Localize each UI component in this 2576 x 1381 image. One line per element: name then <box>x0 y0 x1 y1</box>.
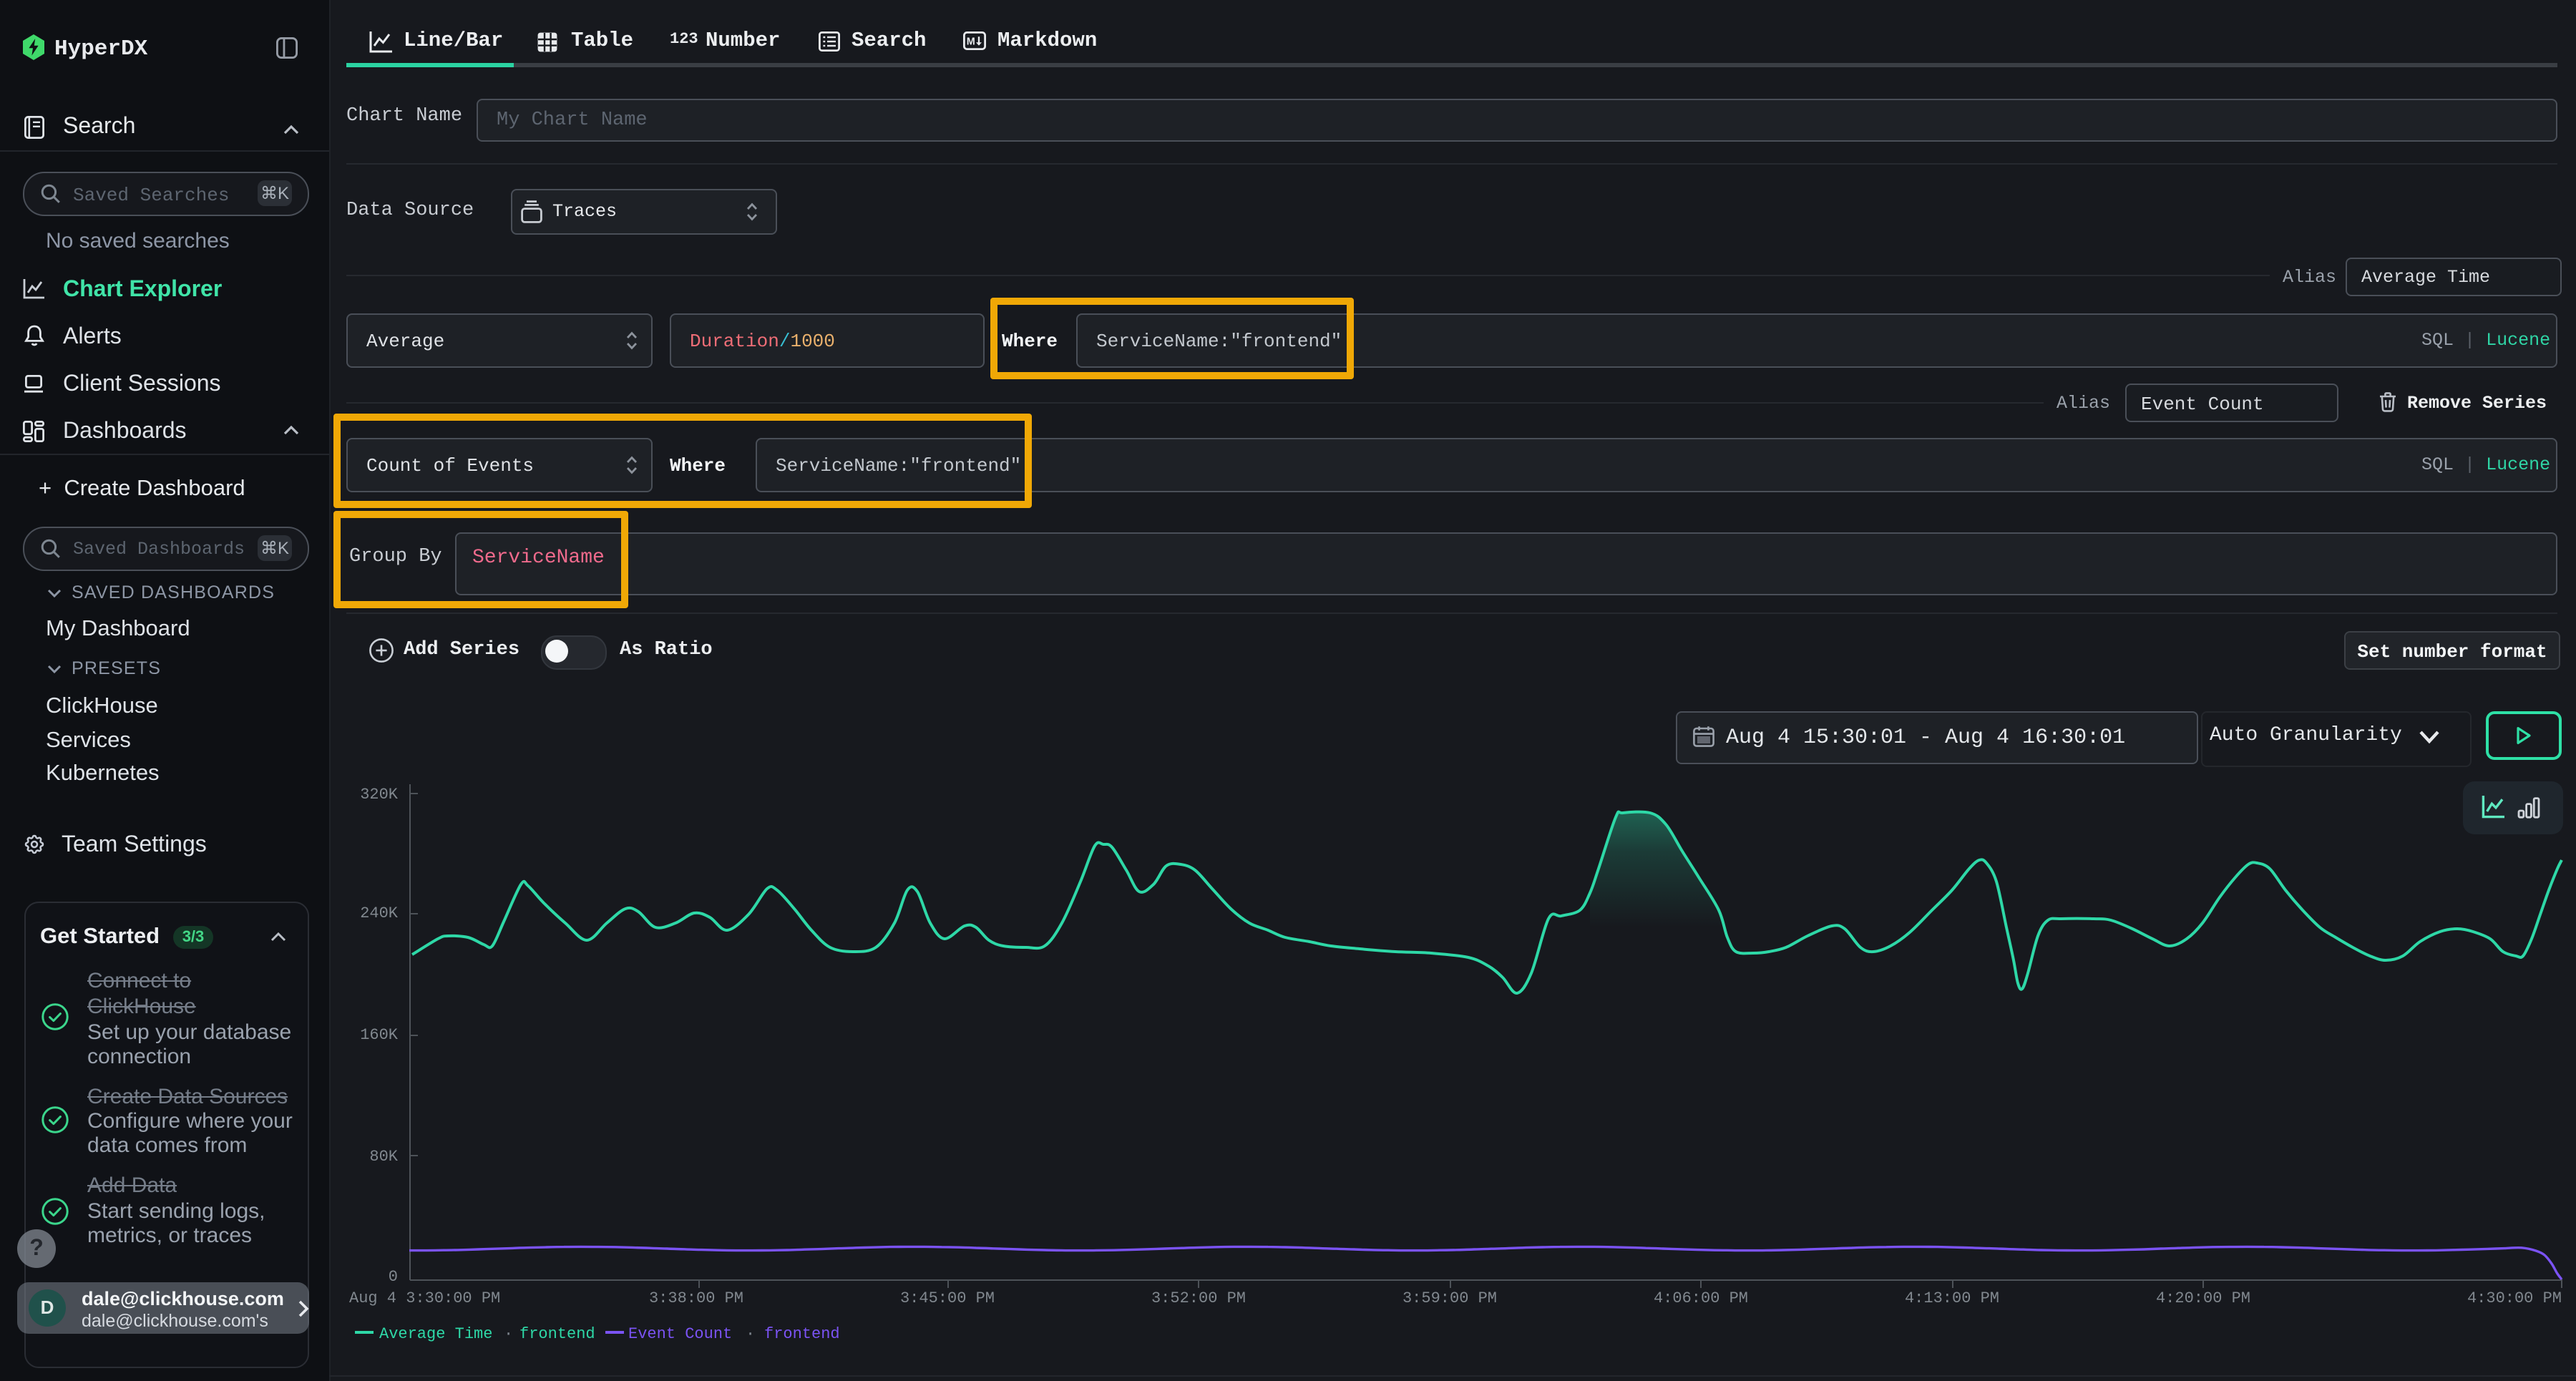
svg-text:frontend: frontend <box>519 1325 595 1343</box>
svg-text:240K: 240K <box>360 904 399 922</box>
svg-text:3:52:00 PM: 3:52:00 PM <box>1151 1289 1246 1307</box>
svg-text:160K: 160K <box>360 1026 399 1044</box>
svg-text:4:30:00 PM: 4:30:00 PM <box>2467 1289 2562 1307</box>
svg-text:frontend: frontend <box>764 1325 840 1343</box>
svg-text:·: · <box>746 1325 755 1343</box>
svg-text:0: 0 <box>389 1268 398 1286</box>
svg-text:Aug 4 3:30:00 PM: Aug 4 3:30:00 PM <box>349 1289 500 1307</box>
svg-text:·: · <box>504 1325 513 1343</box>
svg-text:80K: 80K <box>369 1148 398 1166</box>
svg-text:Event Count: Event Count <box>628 1325 732 1343</box>
svg-text:3:59:00 PM: 3:59:00 PM <box>1402 1289 1497 1307</box>
svg-text:4:13:00 PM: 4:13:00 PM <box>1905 1289 1999 1307</box>
svg-text:3:38:00 PM: 3:38:00 PM <box>649 1289 743 1307</box>
svg-text:4:20:00 PM: 4:20:00 PM <box>2156 1289 2250 1307</box>
svg-text:Average Time: Average Time <box>379 1325 492 1343</box>
svg-text:3:45:00 PM: 3:45:00 PM <box>900 1289 995 1307</box>
svg-text:320K: 320K <box>360 786 399 804</box>
svg-text:4:06:00 PM: 4:06:00 PM <box>1654 1289 1748 1307</box>
svg-text:M: M <box>967 36 975 47</box>
